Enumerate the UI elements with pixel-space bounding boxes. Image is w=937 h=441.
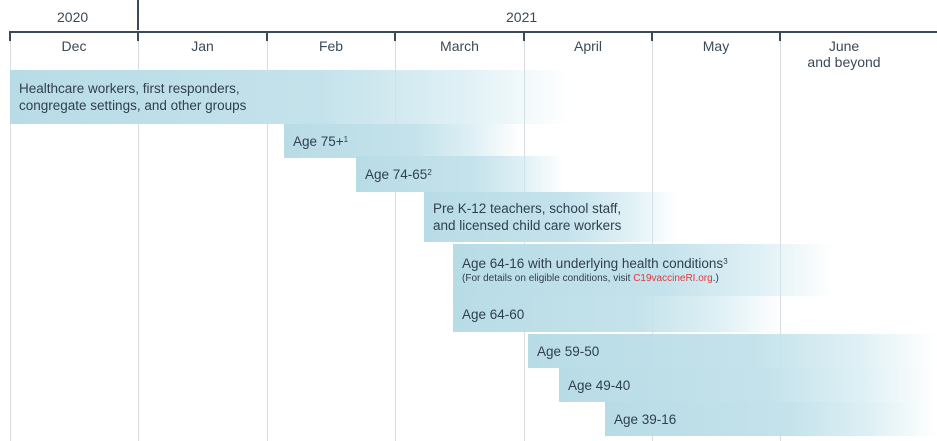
month-label-dec: Dec	[61, 38, 87, 54]
year-label-2020: 2020	[57, 9, 89, 25]
group-bar-age-49-40: Age 49-40	[559, 368, 937, 402]
group-bar-teachers-childcare: Pre K-12 teachers, school staff, and lic…	[424, 192, 678, 242]
axis-tick	[394, 31, 396, 41]
month-label-feb: Feb	[318, 38, 344, 54]
timeline-axis	[9, 31, 937, 33]
axis-tick	[779, 31, 781, 41]
month-label-april: April	[573, 38, 602, 54]
month-label-jan: Jan	[191, 38, 214, 54]
month-label-june: June and beyond	[807, 38, 881, 70]
month-gridline	[10, 41, 11, 441]
group-bar-age-64-60: Age 64-60	[453, 296, 783, 332]
axis-tick	[137, 31, 139, 41]
group-bar-healthcare-workers: Healthcare workers, first responders, co…	[10, 70, 570, 124]
month-gridline	[138, 41, 139, 441]
year-divider	[137, 0, 139, 30]
month-label-march: March	[440, 38, 479, 54]
group-bar-age-39-16: Age 39-16	[605, 402, 937, 436]
c19vaccineri-link[interactable]: C19vaccineRI.org	[633, 273, 713, 284]
group-bar-age-74-65: Age 74-652	[356, 156, 564, 192]
month-gridline	[780, 41, 781, 441]
axis-tick	[523, 31, 525, 41]
group-bar-age-75-plus: Age 75+1	[284, 124, 520, 158]
year-label-2021: 2021	[506, 9, 538, 25]
axis-tick	[9, 31, 11, 41]
group-bar-age-64-16-conditions: Age 64-16 with underlying health conditi…	[453, 244, 833, 296]
eligibility-note: (For details on eligible conditions, vis…	[462, 273, 719, 284]
month-label-may: May	[702, 38, 730, 54]
axis-tick	[651, 31, 653, 41]
group-bar-age-59-50: Age 59-50	[528, 334, 937, 368]
month-gridline	[395, 41, 396, 441]
month-gridline	[267, 41, 268, 441]
axis-tick	[266, 31, 268, 41]
